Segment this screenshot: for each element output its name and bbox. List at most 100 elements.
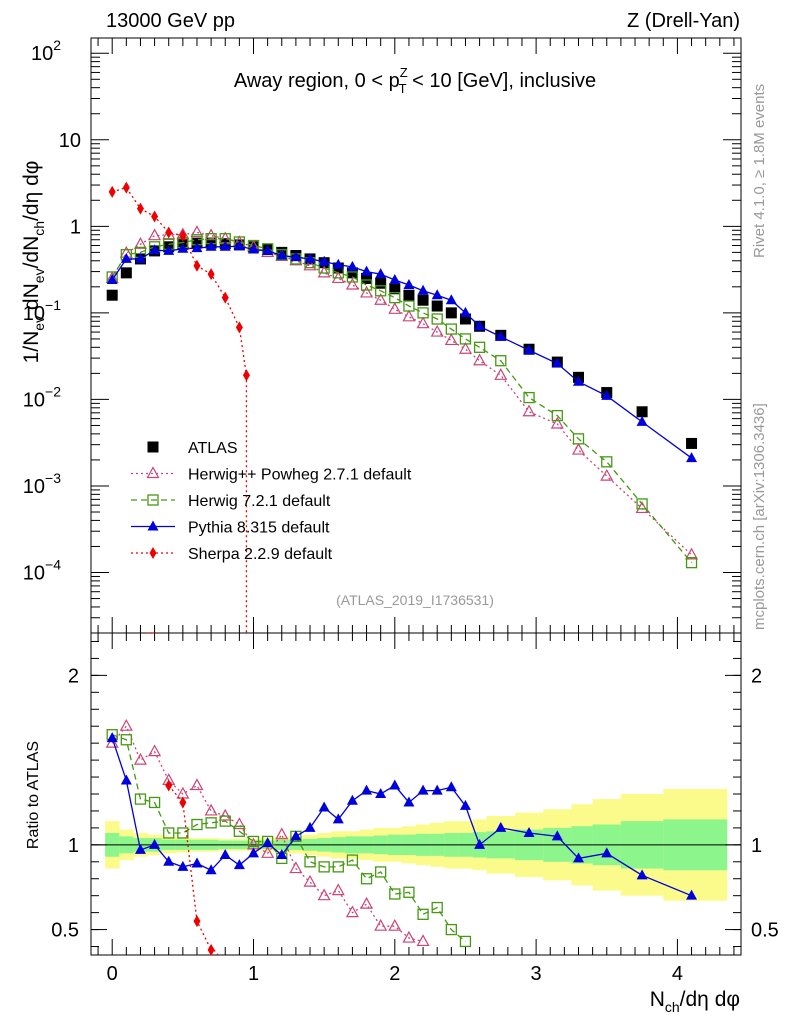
data-point — [474, 320, 486, 331]
ratio-panel: 0 1 2 3 4 0.5 0.5 1 1 2 2 Ratio to ATLAS Nch/dη dφ — [25, 632, 779, 1015]
data-point — [191, 857, 203, 868]
ratio-y-axis-label: Ratio to ATLAS — [25, 741, 42, 849]
data-point — [177, 242, 189, 253]
data-point — [431, 901, 443, 914]
data-point — [402, 309, 416, 322]
data-point — [332, 861, 344, 873]
data-point — [149, 244, 161, 255]
data-point — [262, 244, 274, 255]
title-suffix: < 10 [GeV], inclusive — [407, 70, 597, 92]
x-tick-label: 0 — [107, 963, 118, 985]
data-point — [332, 258, 344, 269]
data-point — [134, 252, 146, 263]
y-tick-exponent: −4 — [45, 557, 61, 573]
data-point — [193, 259, 201, 272]
ylabel-b-sub: ev — [31, 268, 47, 283]
data-point — [417, 284, 429, 295]
data-point — [163, 855, 175, 866]
data-point — [361, 265, 373, 276]
data-point — [459, 935, 472, 948]
data-point — [233, 240, 245, 251]
data-point — [207, 268, 215, 281]
data-point — [190, 225, 204, 238]
data-point — [403, 289, 415, 301]
data-point — [636, 498, 648, 510]
legend-marker — [147, 520, 159, 531]
data-point — [108, 185, 116, 198]
data-point — [331, 883, 345, 896]
data-point — [332, 813, 344, 824]
data-point — [403, 300, 415, 312]
data-point — [375, 285, 387, 297]
title-prefix: Away region, 0 < p — [234, 70, 400, 92]
data-point — [163, 827, 175, 839]
rivet-version-label: Rivet 4.1.0, ≥ 1.8M events — [751, 84, 768, 258]
data-point — [346, 271, 359, 283]
data-point — [600, 468, 614, 481]
data-point — [403, 886, 415, 898]
series-sherpa-2-2-9-default — [108, 181, 250, 633]
data-point — [388, 302, 402, 314]
data-point — [179, 796, 187, 809]
data-point — [551, 357, 563, 368]
series-line — [111, 734, 466, 942]
data-point — [374, 292, 388, 305]
data-point — [148, 228, 162, 241]
data-point — [374, 918, 388, 931]
data-point — [375, 268, 387, 279]
data-point — [635, 501, 649, 514]
data-point — [601, 389, 613, 400]
data-point — [474, 838, 486, 849]
data-point — [430, 324, 444, 337]
data-point — [416, 316, 430, 329]
legend-label: ATLAS — [188, 440, 238, 457]
legend-marker — [147, 494, 159, 506]
data-point — [151, 210, 159, 223]
data-point — [636, 415, 648, 426]
data-point — [219, 240, 231, 251]
ratio-y-tick-label-right: 2 — [751, 665, 762, 687]
x-axis-label: Nch/dη dφ — [650, 988, 740, 1015]
data-point — [459, 333, 472, 345]
legend-item-herwig-7-2-1-default: Herwig 7.2.1 default — [131, 493, 331, 510]
data-point — [360, 285, 374, 298]
ylabel-a: 1/N — [20, 331, 43, 364]
data-point — [403, 278, 415, 289]
data-point — [136, 202, 144, 215]
data-point — [106, 732, 118, 743]
data-point — [417, 908, 429, 920]
data-point — [494, 368, 508, 380]
series-atlas — [106, 237, 698, 449]
data-point — [601, 847, 613, 858]
data-point — [233, 825, 246, 837]
data-point — [360, 896, 374, 909]
data-point — [218, 808, 232, 821]
x-tick-label: 4 — [672, 963, 683, 985]
series-line — [111, 245, 692, 459]
data-point — [205, 817, 217, 829]
data-point — [523, 391, 535, 404]
ylabel-c-sub: ch — [31, 221, 47, 236]
data-point — [232, 817, 246, 830]
data-point — [389, 273, 401, 284]
data-point — [148, 796, 161, 809]
data-point — [317, 888, 331, 901]
data-point — [685, 547, 699, 560]
data-point — [165, 779, 173, 792]
data-point — [120, 252, 132, 263]
data-point — [275, 827, 289, 840]
data-point — [221, 291, 229, 304]
data-point — [177, 827, 189, 839]
data-point — [303, 258, 317, 271]
data-point — [317, 265, 331, 278]
data-point — [360, 279, 373, 291]
data-point — [445, 307, 457, 319]
legend-item-sherpa-2-2-9-default: Sherpa 2.2.9 default — [131, 546, 333, 563]
data-point — [417, 784, 429, 795]
data-point — [445, 294, 457, 305]
data-point — [219, 849, 231, 860]
data-point — [523, 344, 535, 355]
xlabel-b: /dη dφ — [680, 988, 740, 1011]
legend-marker — [149, 547, 157, 559]
data-point — [686, 437, 698, 449]
